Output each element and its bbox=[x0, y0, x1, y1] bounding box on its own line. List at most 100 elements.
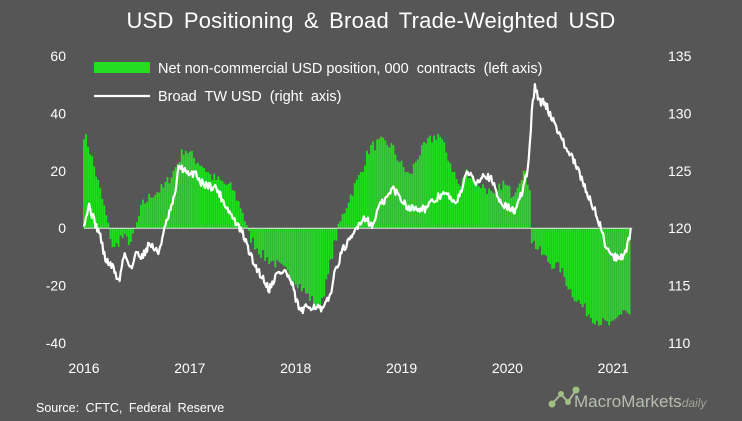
left-tick-label: 40 bbox=[50, 105, 66, 121]
bar-45 bbox=[174, 167, 177, 229]
bar-233 bbox=[557, 228, 560, 262]
bar-55 bbox=[195, 163, 197, 229]
bar-238 bbox=[567, 228, 570, 290]
bar-250 bbox=[591, 228, 594, 324]
bar-220 bbox=[530, 228, 533, 244]
chart-title: USD Positioning & Broad Trade-Weighted U… bbox=[126, 8, 616, 33]
bar-74 bbox=[233, 190, 236, 229]
bar-201 bbox=[492, 192, 495, 229]
bar-108 bbox=[302, 228, 305, 289]
bar-35 bbox=[154, 194, 157, 229]
x-tick-label: 2017 bbox=[174, 360, 205, 376]
bar-150 bbox=[388, 147, 391, 229]
bar-169 bbox=[427, 137, 429, 229]
bar-263 bbox=[618, 228, 621, 316]
bar-31 bbox=[146, 201, 148, 229]
bar-54 bbox=[193, 157, 195, 229]
bar-137 bbox=[361, 171, 364, 229]
bar-113 bbox=[313, 228, 315, 306]
bar-231 bbox=[553, 228, 556, 269]
bar-104 bbox=[294, 228, 297, 285]
bar-24 bbox=[131, 228, 134, 234]
bar-48 bbox=[180, 149, 183, 229]
bar-8 bbox=[99, 188, 102, 229]
bar-26 bbox=[136, 222, 138, 229]
bar-206 bbox=[502, 180, 505, 229]
bar-5 bbox=[93, 166, 96, 229]
bar-116 bbox=[319, 228, 322, 310]
bar-194 bbox=[478, 186, 480, 229]
bar-268 bbox=[628, 228, 631, 315]
left-tick-label: -40 bbox=[46, 335, 66, 351]
bar-96 bbox=[278, 228, 281, 263]
bar-222 bbox=[534, 228, 537, 250]
bar-119 bbox=[325, 228, 328, 280]
bar-114 bbox=[315, 228, 317, 307]
left-tick-label: 20 bbox=[50, 163, 66, 179]
bar-164 bbox=[416, 159, 419, 229]
bar-248 bbox=[587, 228, 590, 315]
bar-196 bbox=[482, 184, 484, 229]
bar-139 bbox=[366, 150, 368, 229]
bar-247 bbox=[585, 228, 588, 317]
bar-192 bbox=[473, 184, 476, 229]
tw-usd-line bbox=[82, 82, 632, 315]
bar-57 bbox=[199, 165, 201, 229]
bar-230 bbox=[551, 228, 554, 269]
bar-107 bbox=[300, 228, 303, 292]
bar-124 bbox=[335, 228, 338, 241]
bar-121 bbox=[329, 228, 332, 260]
bar-61 bbox=[207, 172, 210, 229]
bar-14 bbox=[111, 228, 114, 248]
bar-210 bbox=[510, 197, 513, 229]
bar-244 bbox=[579, 228, 582, 304]
bar-80 bbox=[245, 225, 248, 229]
bar-140 bbox=[368, 154, 370, 229]
bar-134 bbox=[355, 179, 358, 229]
x-tick-label: 2019 bbox=[386, 360, 417, 376]
bar-118 bbox=[323, 228, 326, 297]
bar-11 bbox=[105, 215, 108, 229]
bar-3 bbox=[89, 154, 92, 229]
bar-20 bbox=[123, 228, 126, 234]
bar-92 bbox=[270, 228, 273, 262]
bar-172 bbox=[433, 135, 436, 229]
bar-60 bbox=[205, 171, 208, 229]
bar-202 bbox=[494, 193, 497, 229]
bar-115 bbox=[317, 228, 319, 303]
bar-49 bbox=[182, 154, 185, 229]
x-tick-label: 2020 bbox=[492, 360, 523, 376]
bar-267 bbox=[626, 228, 629, 313]
legend-swatch-bars bbox=[94, 62, 150, 73]
bar-203 bbox=[496, 191, 499, 229]
network-logo-icon bbox=[548, 386, 580, 408]
bar-218 bbox=[526, 184, 529, 229]
bar-261 bbox=[614, 228, 617, 320]
bar-9 bbox=[101, 198, 104, 229]
bar-32 bbox=[148, 193, 151, 229]
bar-40 bbox=[164, 182, 167, 229]
bar-156 bbox=[400, 160, 403, 229]
right-tick-label: 130 bbox=[668, 105, 692, 121]
bar-205 bbox=[500, 189, 503, 229]
bar-82 bbox=[250, 228, 252, 243]
bar-143 bbox=[374, 150, 376, 229]
bar-237 bbox=[565, 228, 568, 286]
bar-242 bbox=[575, 228, 578, 302]
bar-46 bbox=[176, 163, 179, 229]
bar-129 bbox=[345, 208, 348, 229]
bar-37 bbox=[158, 192, 161, 229]
bar-217 bbox=[524, 171, 527, 229]
bar-165 bbox=[418, 155, 421, 229]
x-tick-label: 2021 bbox=[598, 360, 629, 376]
bar-132 bbox=[351, 195, 354, 229]
bar-65 bbox=[215, 179, 218, 229]
bar-83 bbox=[252, 228, 254, 238]
bar-127 bbox=[341, 214, 344, 229]
bar-123 bbox=[333, 228, 336, 241]
bar-66 bbox=[217, 176, 220, 229]
bar-58 bbox=[201, 166, 203, 229]
bar-79 bbox=[243, 221, 246, 229]
bar-151 bbox=[390, 143, 393, 229]
bar-174 bbox=[437, 133, 440, 229]
